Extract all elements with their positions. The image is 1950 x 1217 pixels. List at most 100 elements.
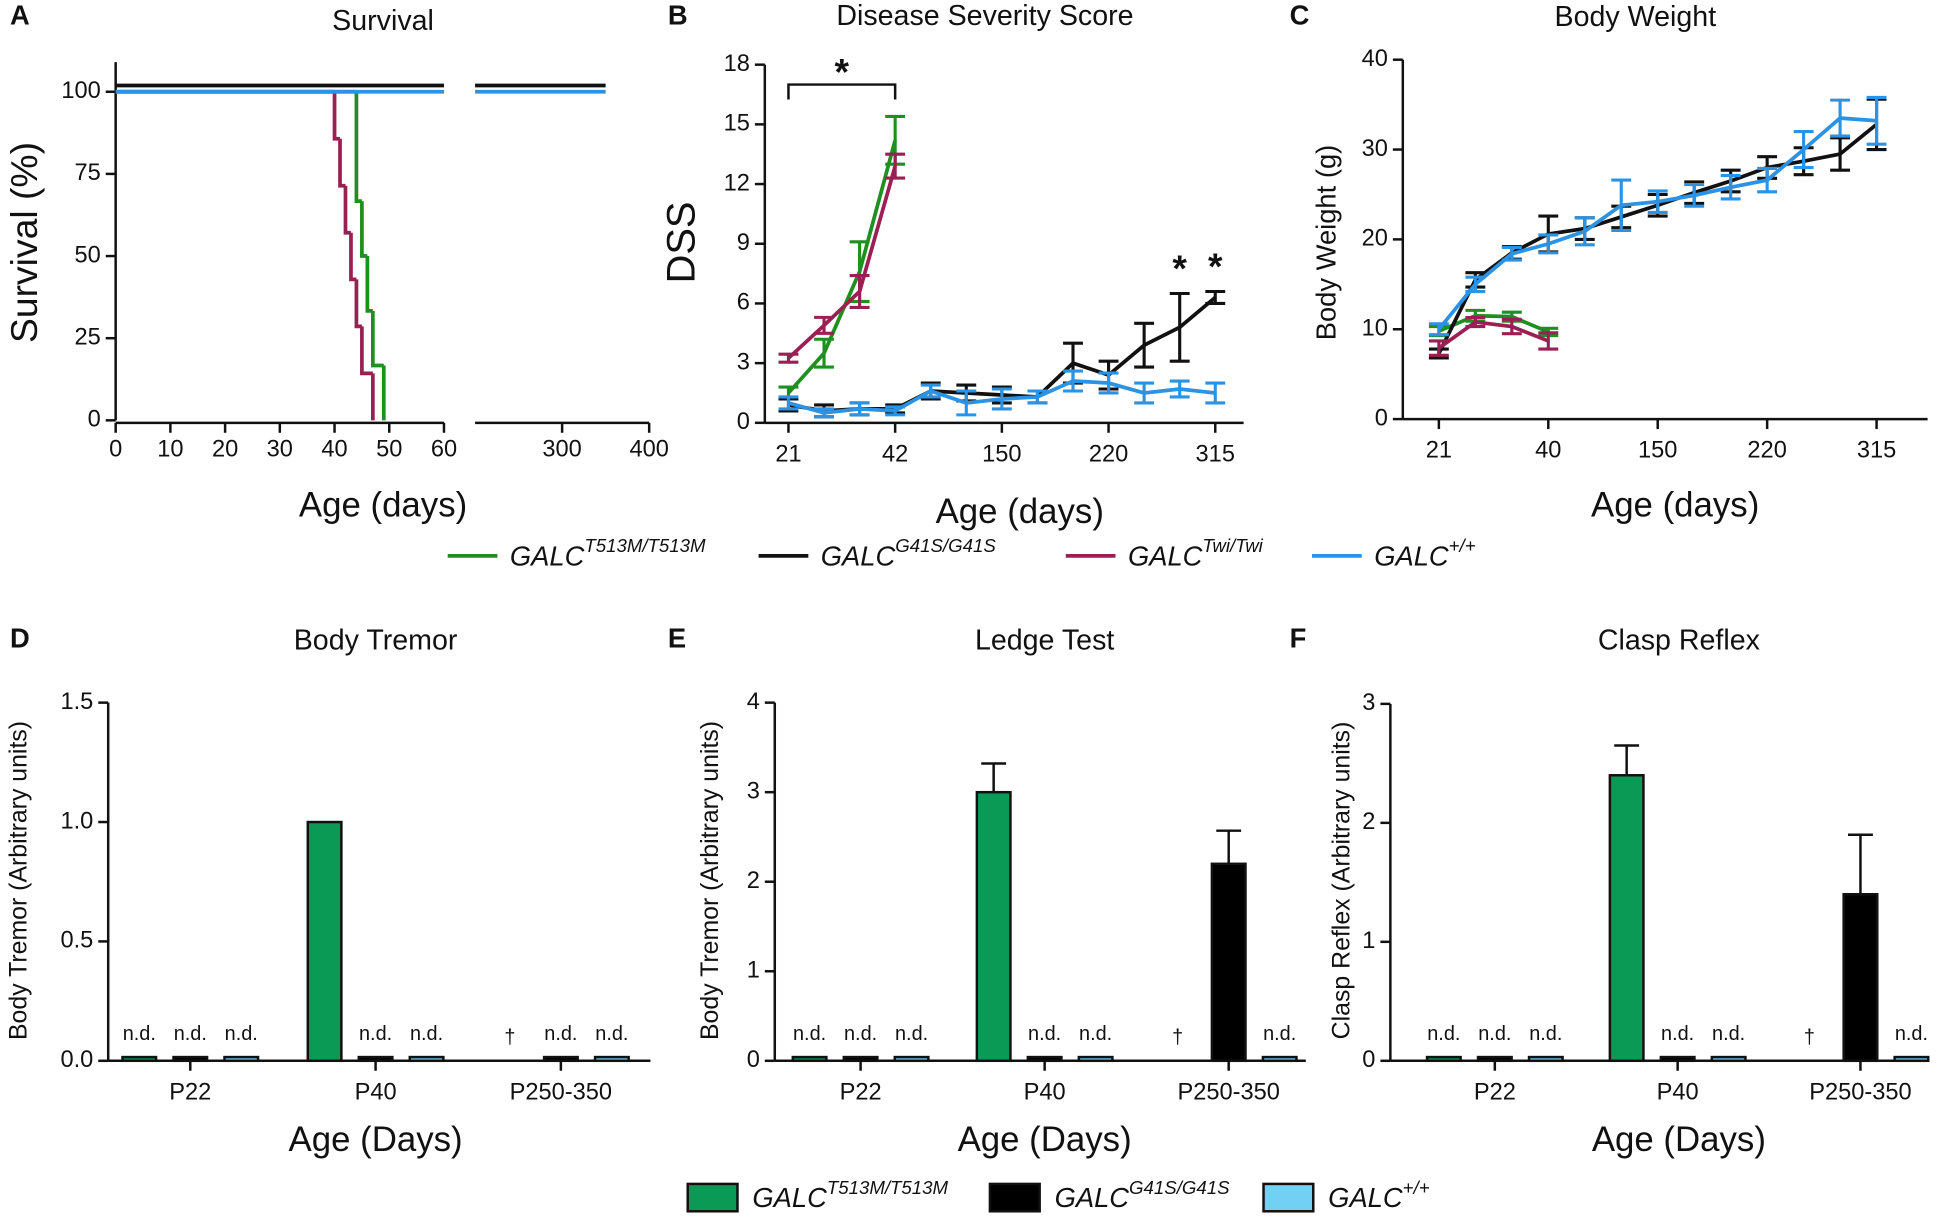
error-bar bbox=[1169, 379, 1190, 399]
error-bar bbox=[1205, 381, 1226, 405]
error-bar bbox=[1866, 95, 1887, 146]
bar bbox=[1476, 1055, 1513, 1063]
legend-superscript: T513M/T513M bbox=[584, 535, 706, 556]
y-tick-label: 9 bbox=[737, 230, 750, 256]
legend-name: GALC bbox=[1055, 1182, 1130, 1213]
x-tick-label: 40 bbox=[321, 436, 347, 462]
bar bbox=[975, 790, 1012, 1063]
legend-label: GALCTwi/Twi bbox=[1128, 535, 1264, 571]
x-tick-label: 10 bbox=[157, 436, 183, 462]
survival-step bbox=[360, 201, 368, 258]
y-axis-label: Survival (%) bbox=[3, 142, 45, 343]
survival-step bbox=[370, 310, 384, 368]
value-label: n.d. bbox=[544, 1023, 577, 1045]
bar bbox=[542, 1055, 579, 1063]
y-axis-label: Body Weight (g) bbox=[1310, 145, 1341, 341]
error-bar bbox=[1538, 233, 1559, 255]
significance-star: * bbox=[1208, 245, 1223, 287]
error-bar bbox=[1793, 130, 1814, 170]
error-bar bbox=[1428, 322, 1449, 337]
legend-superscript: T513M/T513M bbox=[827, 1177, 949, 1198]
legend-swatch bbox=[686, 1182, 739, 1213]
x-tick-label: 300 bbox=[542, 436, 581, 462]
legend-superscript: G41S/G41S bbox=[895, 535, 996, 556]
legend-label: GALC+/+ bbox=[1374, 535, 1476, 571]
panel-letter: E bbox=[668, 623, 686, 654]
x-axis-label: Age (days) bbox=[936, 492, 1104, 531]
error-bar bbox=[920, 383, 941, 399]
bar bbox=[306, 820, 343, 1063]
series-line bbox=[1437, 320, 1549, 350]
y-tick-label: 50 bbox=[74, 242, 100, 268]
x-axis-label: Age (Days) bbox=[958, 1120, 1132, 1159]
legend-label: GALCT513M/T513M bbox=[510, 535, 706, 571]
value-label: n.d. bbox=[844, 1023, 877, 1045]
legend-label: GALC+/+ bbox=[1328, 1177, 1430, 1213]
y-tick-label: 0 bbox=[1375, 405, 1388, 431]
error-bar bbox=[1063, 369, 1083, 393]
legend-swatch bbox=[1262, 1182, 1315, 1213]
x-tick-label: 220 bbox=[1089, 441, 1128, 467]
y-tick-label: 3 bbox=[747, 778, 760, 804]
x-tick-label: P22 bbox=[1474, 1079, 1516, 1105]
error-bar bbox=[814, 315, 834, 335]
panel-title: Body Tremor bbox=[294, 624, 458, 656]
y-tick-label: 10 bbox=[1362, 315, 1388, 341]
value-label: n.d. bbox=[410, 1023, 443, 1045]
value-label: n.d. bbox=[1263, 1023, 1296, 1045]
y-tick-label: 6 bbox=[737, 290, 750, 316]
error-bar bbox=[849, 401, 870, 417]
bar bbox=[893, 1055, 930, 1063]
significance-star: * bbox=[1172, 247, 1187, 289]
x-tick-label: P22 bbox=[840, 1079, 882, 1105]
x-tick-label: 50 bbox=[376, 436, 402, 462]
y-axis-label: Body Tremor (Arbitrary units) bbox=[696, 721, 724, 1040]
error-bar bbox=[1757, 166, 1778, 194]
y-tick-label: 0.5 bbox=[60, 928, 93, 954]
value-label: † bbox=[1804, 1027, 1815, 1049]
survival-step bbox=[332, 91, 341, 141]
error-bar bbox=[1501, 317, 1522, 336]
value-label: n.d. bbox=[1895, 1023, 1928, 1045]
x-axis-label: Age (Days) bbox=[1592, 1120, 1766, 1159]
value-label: n.d. bbox=[895, 1023, 928, 1045]
value-label: † bbox=[504, 1027, 515, 1049]
y-tick-label: 75 bbox=[74, 160, 100, 186]
survival-step bbox=[338, 138, 346, 188]
error-bar bbox=[1848, 833, 1873, 895]
x-tick-label: 150 bbox=[982, 441, 1021, 467]
y-tick-label: 0 bbox=[1362, 1047, 1375, 1073]
panel-letter: B bbox=[668, 0, 688, 31]
x-tick-label: 400 bbox=[629, 436, 668, 462]
error-bar bbox=[1465, 316, 1486, 329]
y-tick-label: 12 bbox=[724, 170, 750, 196]
bar bbox=[1261, 1055, 1298, 1063]
x-tick-label: 150 bbox=[1638, 438, 1677, 464]
x-tick-label: 220 bbox=[1747, 438, 1786, 464]
x-tick-label: 30 bbox=[267, 436, 293, 462]
survival-step bbox=[354, 279, 362, 329]
bar bbox=[842, 1055, 879, 1063]
legend-name: GALC bbox=[1128, 541, 1203, 572]
error-bar bbox=[1465, 275, 1486, 294]
panel-letter: A bbox=[10, 0, 30, 31]
error-bar bbox=[1501, 245, 1522, 262]
value-label: n.d. bbox=[1079, 1023, 1112, 1045]
y-tick-label: 0.0 bbox=[60, 1047, 93, 1073]
x-tick-label: 315 bbox=[1196, 441, 1235, 467]
value-label: n.d. bbox=[1028, 1023, 1061, 1045]
error-bar bbox=[778, 352, 799, 364]
value-label: n.d. bbox=[174, 1023, 207, 1045]
survival-step bbox=[343, 185, 351, 235]
legend-label: GALCG41S/G41S bbox=[1055, 1177, 1231, 1213]
bar bbox=[791, 1055, 828, 1063]
error-bar bbox=[1205, 289, 1226, 305]
value-label: n.d. bbox=[123, 1023, 156, 1045]
error-bar bbox=[1720, 174, 1741, 201]
error-bar bbox=[1169, 291, 1190, 363]
value-label: n.d. bbox=[1712, 1023, 1745, 1045]
legend-name: GALC bbox=[510, 541, 585, 572]
y-tick-label: 30 bbox=[1362, 136, 1388, 162]
error-bar bbox=[1428, 339, 1449, 357]
y-tick-label: 1.0 bbox=[60, 808, 93, 834]
